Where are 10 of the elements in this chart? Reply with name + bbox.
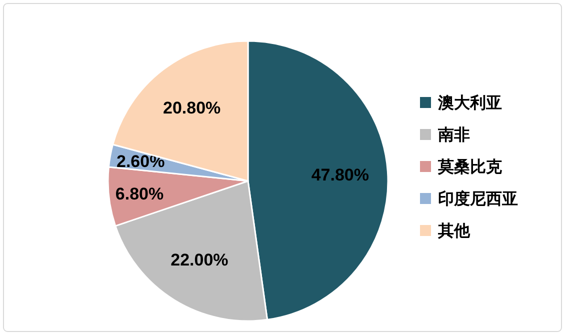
data-label: 2.60% bbox=[116, 152, 165, 172]
legend-label: 南非 bbox=[437, 126, 470, 144]
legend-label: 莫桑比克 bbox=[437, 158, 503, 176]
legend-label: 澳大利亚 bbox=[437, 94, 502, 112]
data-label: 22.00% bbox=[170, 250, 228, 270]
legend-label: 印度尼西亚 bbox=[438, 189, 518, 208]
data-label: 20.80% bbox=[162, 98, 221, 118]
data-label: 6.80% bbox=[115, 184, 164, 204]
legend-label: 其他 bbox=[437, 222, 471, 240]
data-label: 47.80% bbox=[311, 166, 370, 185]
